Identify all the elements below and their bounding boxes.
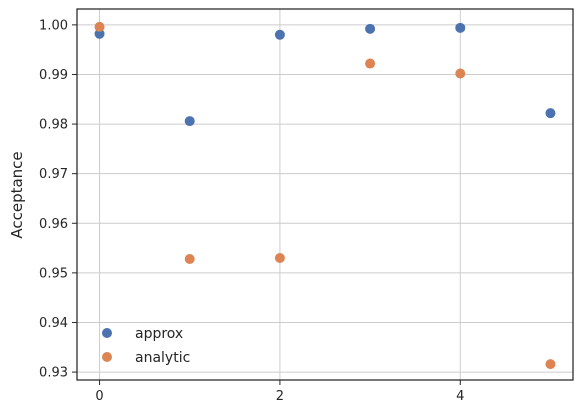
x-tick-label: 4 [456, 389, 464, 404]
legend-label-analytic: analytic [135, 350, 190, 366]
data-point-analytic [365, 58, 376, 69]
y-tick-label: 0.96 [39, 217, 68, 232]
data-point-analytic [274, 252, 285, 263]
legend-marker-analytic [102, 352, 112, 362]
data-point-approx [545, 108, 556, 119]
grid [77, 9, 573, 380]
data-point-approx [274, 29, 285, 40]
data-point-analytic [184, 253, 195, 264]
y-tick-label: 0.99 [39, 68, 68, 83]
data-point-approx [365, 23, 376, 34]
data-point-approx [94, 28, 105, 39]
data-point-analytic [455, 68, 466, 79]
data-point-analytic [94, 21, 105, 32]
y-tick-label: 0.97 [39, 167, 68, 182]
data-point-approx [455, 22, 466, 33]
y-tick-label: 0.98 [39, 118, 68, 133]
y-tick-label: 0.95 [39, 266, 68, 281]
legend: approx analytic [102, 326, 190, 366]
axes: 0.93 0.94 0.95 0.96 0.97 0.98 0.99 1.00 0 2 4 [39, 8, 574, 404]
y-tick-label: 0.94 [39, 316, 68, 331]
y-axis-label: Acceptance [8, 151, 26, 238]
data-point-approx [184, 116, 195, 127]
data-point-analytic [545, 359, 556, 370]
x-tick-label: 0 [95, 389, 103, 404]
x-tick-label: 2 [276, 389, 284, 404]
legend-label-approx: approx [135, 326, 183, 342]
data-points [94, 21, 556, 370]
y-tick-label: 1.00 [39, 18, 68, 33]
y-tick-label: 0.93 [39, 366, 68, 381]
legend-marker-approx [102, 328, 112, 338]
plot-frame [76, 8, 574, 381]
